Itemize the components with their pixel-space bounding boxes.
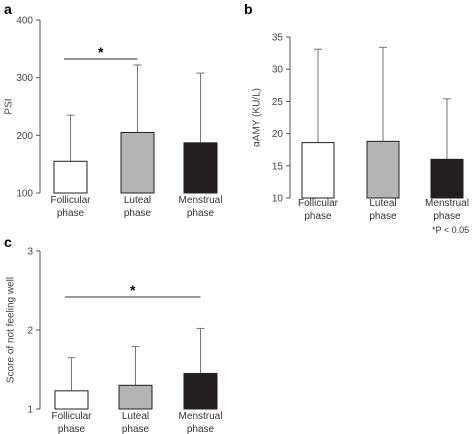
bar [118,384,153,410]
significance-star: * [130,282,136,298]
category-label: Luteal [369,198,396,209]
category-label: Follicular [298,198,339,209]
category-label: Menstrual [179,195,223,206]
category-label: Follicular [50,195,91,206]
category-label: Menstrual [425,198,469,209]
panel-letter: c [4,234,12,250]
chart-panel-b: b 10 15 20 25 30 35 αAMY (KU/L) Follicular phase L… [244,1,469,235]
y-axis-label: PSI [4,98,15,114]
panel-letter: a [4,1,12,17]
category-label: phase [304,211,332,222]
panel-letter: b [244,1,253,17]
y-tick-label: 400 [16,16,33,27]
y-tick-label: 300 [16,73,33,84]
bar [120,131,155,194]
category-label: Menstrual [179,411,223,422]
y-tick-label: 100 [16,189,33,200]
y-tick-label: 15 [272,161,284,172]
category-label: Follicular [51,411,92,422]
y-tick-label: 1 [27,405,33,416]
y-tick-label: 35 [272,33,284,44]
bar [54,390,89,410]
y-axis-label: Score of not feeling well [6,277,17,383]
y-tick-label: 2 [27,326,33,337]
y-tick-label: 25 [272,97,284,108]
category-label: phase [433,211,461,222]
category-label: phase [124,208,152,219]
category-label: phase [58,424,86,434]
y-tick-label: 200 [16,131,33,142]
y-tick-label: 20 [272,129,284,140]
bar [366,140,400,199]
y-tick-label: 3 [27,247,33,258]
category-label: Luteal [124,195,151,206]
chart-panel-a: a 100 200 300 400 PSI Follicular phase Luteal pha… [4,1,223,219]
bar [53,160,88,194]
category-label: phase [122,424,150,434]
category-label: phase [57,208,85,219]
category-label: phase [369,211,397,222]
bar [301,142,335,199]
category-label: phase [187,424,215,434]
category-label: phase [187,208,215,219]
y-tick-label: 30 [272,65,284,76]
bar [183,142,218,194]
footnote: *P < 0.05 [432,225,469,235]
y-axis-label: αAMY (KU/L) [252,88,263,147]
chart-panel-c: c 1 2 3 Score of not feeling well Follicular p… [4,234,222,434]
bar [430,158,464,199]
bar [183,372,218,410]
y-tick-label: 10 [272,194,284,205]
category-label: Luteal [122,411,149,422]
significance-star: * [98,44,104,60]
